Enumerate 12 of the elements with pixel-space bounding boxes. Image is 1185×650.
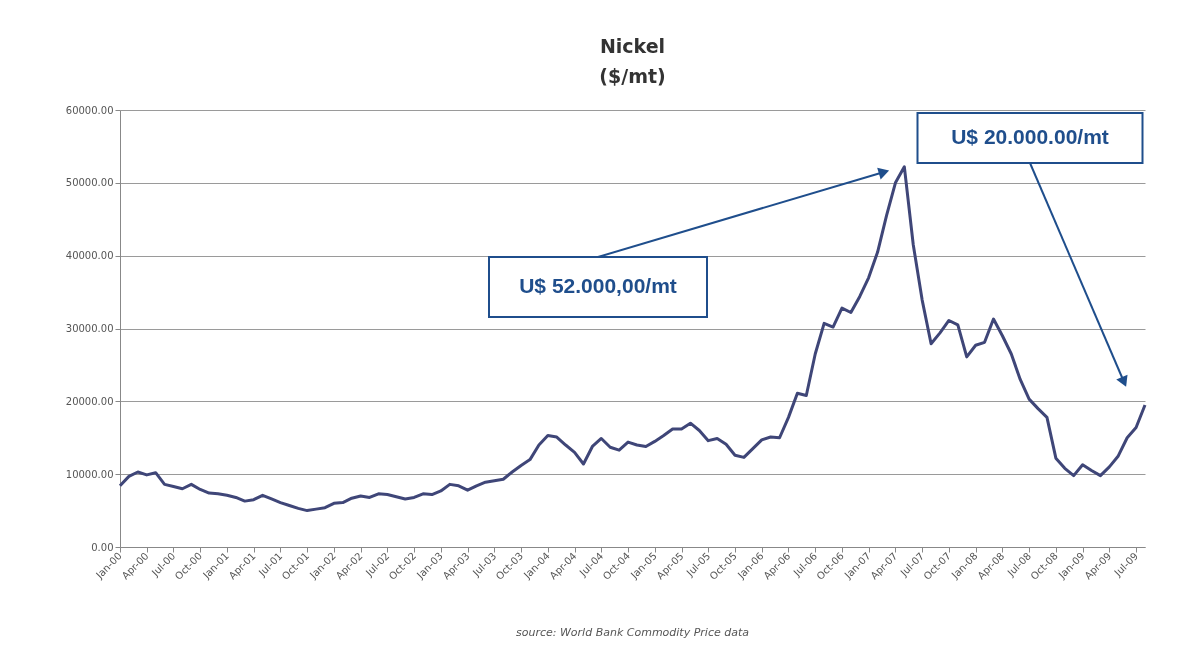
- y-tick-label: 60000.00: [65, 104, 114, 116]
- y-tick-label: 50000.00: [65, 177, 114, 189]
- annotation: U$ 52.000,00/mt: [519, 274, 677, 297]
- y-tick-label: 10000.00: [65, 468, 114, 480]
- y-tick-label: 30000.00: [65, 323, 114, 334]
- annotation: U$ 20.000.00/mt: [951, 125, 1109, 148]
- y-tick-label: 0.00: [91, 541, 114, 553]
- line-series: [118, 165, 1147, 513]
- y-tick-label: 20000.00: [65, 395, 114, 407]
- source-note: source: World Bank Commodity Price data: [516, 626, 750, 639]
- y-tick-label: 40000.00: [65, 250, 114, 262]
- chart-title: Nickel ($/mt): [599, 35, 666, 87]
